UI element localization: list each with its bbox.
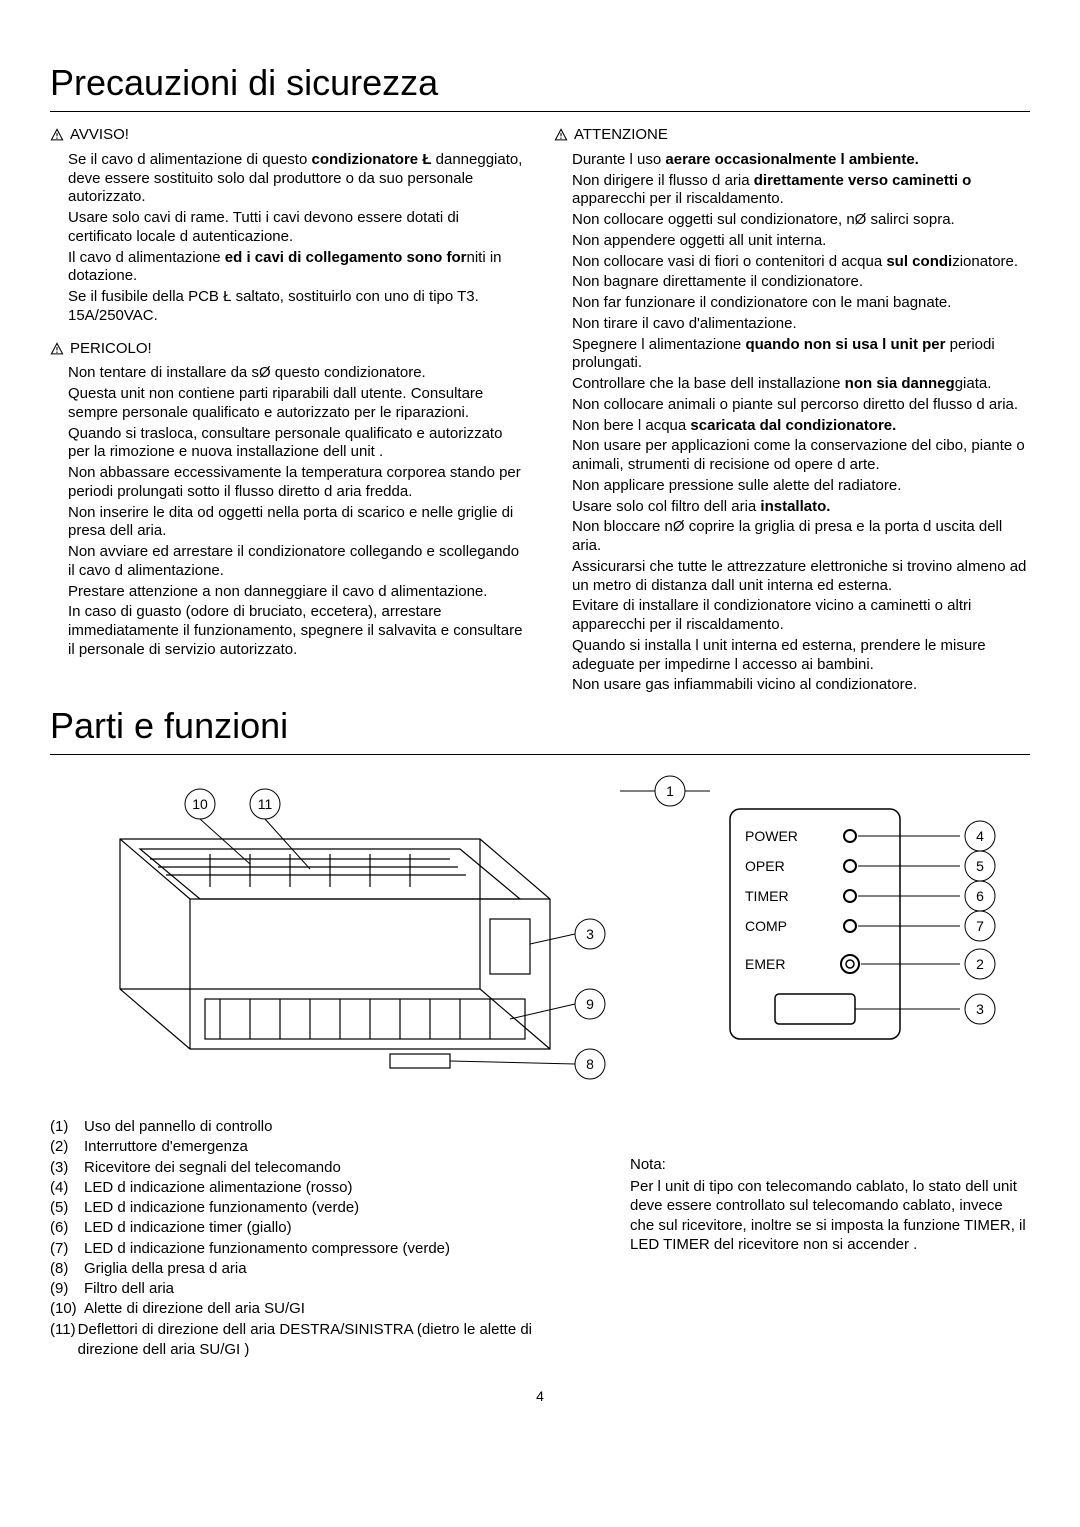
warning-icon (50, 128, 64, 142)
text: Quando si trasloca, consultare personale… (68, 425, 526, 463)
text: Non dirigere il flusso d aria direttamen… (572, 172, 1030, 210)
ac-unit-diagram: 10 11 3 9 8 (50, 769, 610, 1099)
text: Non tirare il cavo d'alimentazione. (572, 315, 1030, 334)
text: Non collocare animali o piante sul perco… (572, 396, 1030, 415)
list-item: (1)Uso del pannello di controllo (50, 1117, 590, 1137)
text: Non bere l acqua scaricata dal condizion… (572, 417, 1030, 436)
list-item: (9)Filtro dell aria (50, 1279, 590, 1299)
attenzione-body: Durante l uso aerare occasionalmente l a… (554, 151, 1030, 695)
panel-power-label: POWER (745, 828, 798, 844)
pericolo-heading: PERICOLO! (50, 340, 526, 359)
safety-columns: AVVISO! Se il cavo d alimentazione di qu… (50, 126, 1030, 697)
right-column: ATTENZIONE Durante l uso aerare occasion… (554, 126, 1030, 697)
list-item: (7)LED d indicazione funzionamento compr… (50, 1239, 590, 1259)
list-item: (5)LED d indicazione funzionamento (verd… (50, 1198, 590, 1218)
avviso-label: AVVISO! (70, 126, 129, 145)
panel-emer-label: EMER (745, 956, 785, 972)
text: Non collocare vasi di fiori o contenitor… (572, 253, 1030, 272)
text: Durante l uso aerare occasionalmente l a… (572, 151, 1030, 170)
list-item: (11)Deflettori di direzione dell aria DE… (50, 1320, 590, 1361)
control-panel-diagram: 1 POWER OPER TIMER COMP EMER (620, 769, 1030, 1069)
callout-3a: 3 (586, 926, 594, 942)
text: Non abbassare eccessivamente la temperat… (68, 464, 526, 502)
note-body: Per l unit di tipo con telecomando cabla… (630, 1177, 1030, 1255)
warning-icon (554, 128, 568, 142)
text: Il cavo d alimentazione ed i cavi di col… (68, 249, 526, 287)
text: Controllare che la base dell installazio… (572, 375, 1030, 394)
text: Non inserire le dita od oggetti nella po… (68, 504, 526, 542)
list-item: (10)Alette di direzione dell aria SU/GI (50, 1299, 590, 1319)
precauzioni-heading: Precauzioni di sicurezza (50, 60, 1030, 112)
note-title: Nota: (630, 1155, 1030, 1175)
diagram-row: 10 11 3 9 8 (50, 769, 1030, 1099)
callout-11: 11 (258, 796, 273, 812)
text: In caso di guasto (odore di bruciato, ec… (68, 603, 526, 659)
callout-9: 9 (586, 996, 594, 1012)
panel-comp-label: COMP (745, 918, 787, 934)
pericolo-body: Non tentare di installare da sØ questo c… (50, 364, 526, 659)
text: Non tentare di installare da sØ questo c… (68, 364, 526, 383)
text: Non appendere oggetti all unit interna. (572, 232, 1030, 251)
callout-10: 10 (192, 796, 208, 812)
parts-list: (1)Uso del pannello di controllo (2)Inte… (50, 1117, 590, 1360)
attenzione-heading: ATTENZIONE (554, 126, 1030, 145)
list-item: (2)Interruttore d'emergenza (50, 1137, 590, 1157)
text: Non usare gas infiammabili vicino al con… (572, 676, 1030, 695)
text: Prestare attenzione a non danneggiare il… (68, 583, 526, 602)
warning-icon (50, 342, 64, 356)
text: Non far funzionare il condizionatore con… (572, 294, 1030, 313)
list-item: (3)Ricevitore dei segnali del telecomand… (50, 1158, 590, 1178)
callout-2: 2 (976, 956, 984, 972)
avviso-body: Se il cavo d alimentazione di questo con… (50, 151, 526, 326)
text: Usare solo col filtro dell aria installa… (572, 498, 1030, 517)
callout-8: 8 (586, 1056, 594, 1072)
text: Usare solo cavi di rame. Tutti i cavi de… (68, 209, 526, 247)
avviso-heading: AVVISO! (50, 126, 526, 145)
panel-timer-label: TIMER (745, 888, 789, 904)
text: Non bloccare nØ coprire la griglia di pr… (572, 518, 1030, 556)
text: Evitare di installare il condizionatore … (572, 597, 1030, 635)
note-block: Nota: Per l unit di tipo con telecomando… (630, 1117, 1030, 1257)
text: Quando si installa l unit interna ed est… (572, 637, 1030, 675)
callout-7: 7 (976, 918, 984, 934)
text: Se il fusibile della PCB Ł saltato, sost… (68, 288, 526, 326)
text: Se il cavo d alimentazione di questo con… (68, 151, 526, 207)
list-item: (8)Griglia della presa d aria (50, 1259, 590, 1279)
text: Non usare per applicazioni come la conse… (572, 437, 1030, 475)
parti-heading: Parti e funzioni (50, 703, 1030, 755)
text: Non bagnare direttamente il condizionato… (572, 273, 1030, 292)
text: Non collocare oggetti sul condizionatore… (572, 211, 1030, 230)
page-number: 4 (50, 1388, 1030, 1406)
list-item: (4)LED d indicazione alimentazione (ross… (50, 1178, 590, 1198)
text: Non applicare pressione sulle alette del… (572, 477, 1030, 496)
parts-and-note: (1)Uso del pannello di controllo (2)Inte… (50, 1117, 1030, 1360)
callout-6: 6 (976, 888, 984, 904)
left-column: AVVISO! Se il cavo d alimentazione di qu… (50, 126, 526, 697)
text: Non avviare ed arrestare il condizionato… (68, 543, 526, 581)
text: Assicurarsi che tutte le attrezzature el… (572, 558, 1030, 596)
attenzione-label: ATTENZIONE (574, 126, 668, 145)
panel-oper-label: OPER (745, 858, 785, 874)
text: Spegnere l alimentazione quando non si u… (572, 336, 1030, 374)
text: Questa unit non contiene parti riparabil… (68, 385, 526, 423)
callout-3b: 3 (976, 1001, 984, 1017)
pericolo-label: PERICOLO! (70, 340, 152, 359)
callout-4: 4 (976, 828, 984, 844)
callout-1: 1 (666, 783, 674, 799)
callout-5: 5 (976, 858, 984, 874)
list-item: (6)LED d indicazione timer (giallo) (50, 1218, 590, 1238)
